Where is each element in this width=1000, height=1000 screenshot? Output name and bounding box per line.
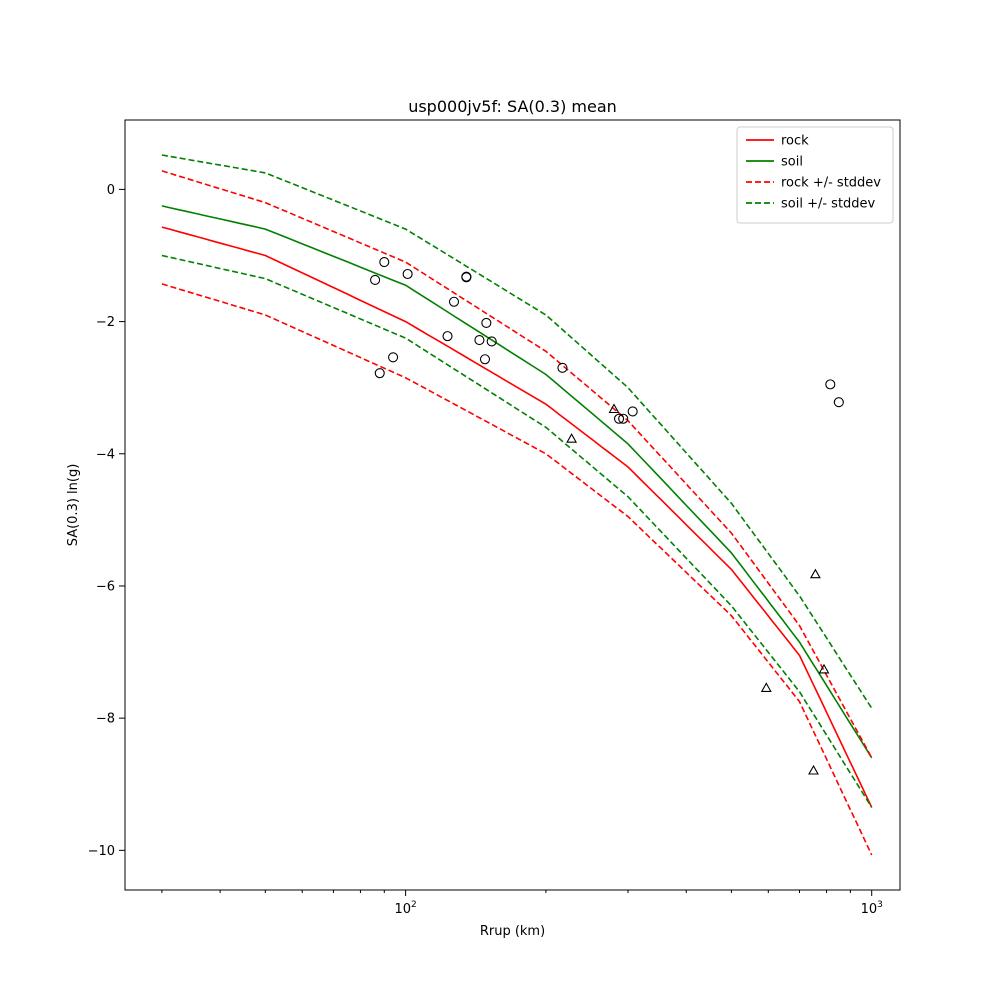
chart-title: usp000jv5f: SA(0.3) mean [408, 97, 617, 116]
data-point-circle [374, 368, 385, 379]
data-point-circle [442, 331, 453, 342]
data-point-circle [402, 268, 413, 280]
series-line-4 [161, 154, 873, 709]
y-tick-label: −8 [96, 712, 115, 727]
y-axis: 0 −2 −4 −6 −8 −10 [88, 183, 125, 859]
data-point-circle [448, 296, 460, 307]
legend-label-3: soil +/- stddev [781, 197, 876, 212]
series-line-2 [161, 170, 873, 759]
data-point-circle [627, 406, 638, 417]
data-point-circle [833, 397, 844, 408]
x-axis: 102 103 [161, 890, 883, 917]
x-tick-label: 103 [861, 900, 883, 917]
series-line-1 [161, 205, 873, 759]
legend-label-1: soil [781, 155, 803, 170]
x-tick-label: 102 [394, 900, 416, 917]
data-point-circle [825, 379, 836, 390]
x-axis-label: Rrup (km) [480, 924, 545, 939]
data-point-triangle [566, 433, 578, 443]
data-point-triangle [608, 403, 620, 414]
series-line-3 [161, 283, 873, 856]
data-point-circle [370, 274, 381, 285]
series-line-0 [161, 226, 873, 808]
y-tick-label: −6 [96, 579, 115, 594]
data-point-circle [461, 272, 472, 283]
y-tick-label: −10 [88, 844, 115, 859]
legend-label-2: rock +/- stddev [781, 176, 881, 191]
data-point-circle [379, 257, 390, 268]
data-point-triangle [809, 568, 821, 579]
legend-label-0: rock [781, 134, 809, 149]
legend: rock soil rock +/- stddev soil +/- stddev [736, 126, 894, 224]
legend-box [736, 126, 894, 224]
y-tick-label: −2 [96, 315, 115, 330]
data-point-triangle [808, 764, 819, 775]
data-point-circle [388, 352, 399, 363]
data-point-triangle [818, 663, 830, 674]
data-point-circle [474, 335, 485, 346]
data-point-circle [479, 354, 491, 365]
plot-area [161, 154, 873, 856]
y-axis-label: SA(0.3) ln(g) [66, 464, 81, 547]
data-point-circle [486, 336, 497, 347]
y-tick-label: 0 [107, 183, 115, 198]
series-line-5 [161, 254, 873, 808]
data-point-triangle [760, 682, 772, 692]
data-point-circle [613, 413, 625, 424]
data-point-circle [481, 317, 492, 328]
data-point-circle [618, 413, 629, 424]
data-point-circle [557, 362, 568, 373]
plot-frame [124, 119, 901, 891]
y-tick-label: −4 [96, 447, 115, 462]
